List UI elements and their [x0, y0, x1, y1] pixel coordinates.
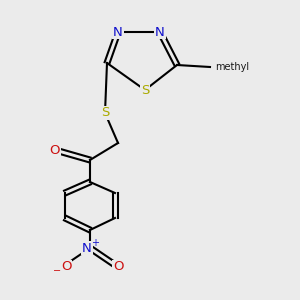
- Text: O: O: [50, 143, 60, 157]
- Text: S: S: [101, 106, 109, 119]
- Text: O: O: [61, 260, 71, 274]
- Text: S: S: [141, 83, 149, 97]
- Text: N: N: [155, 26, 165, 38]
- Text: N: N: [113, 26, 123, 38]
- Text: −: −: [53, 266, 61, 276]
- Text: methyl: methyl: [215, 62, 249, 72]
- Text: +: +: [91, 238, 99, 248]
- Text: O: O: [113, 260, 123, 274]
- Text: N: N: [82, 242, 92, 254]
